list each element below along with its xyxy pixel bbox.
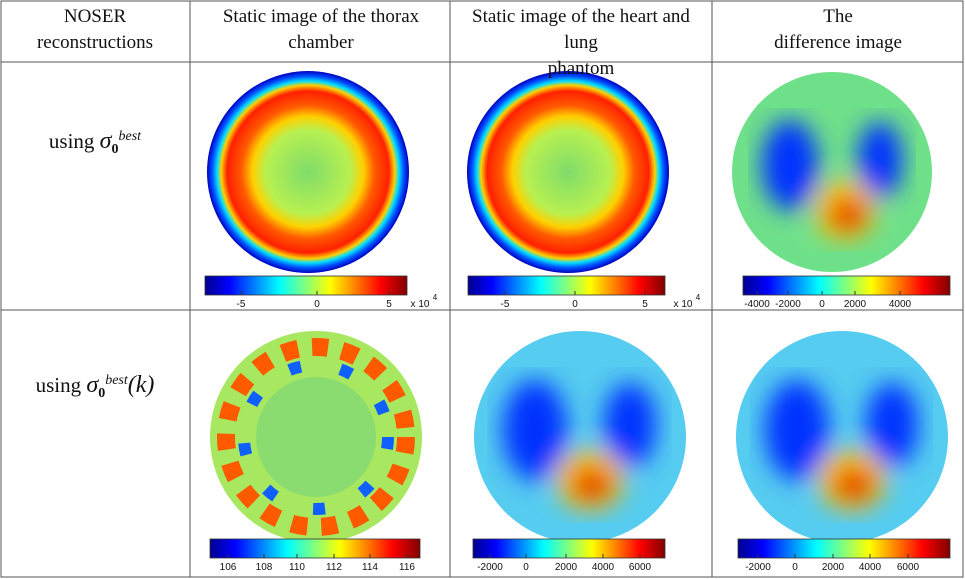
phantom-image xyxy=(467,71,669,273)
label-subscript: 0 xyxy=(112,142,119,157)
colorbar-tick-label: 2000 xyxy=(555,562,578,573)
colorbar-tick-label: 0 xyxy=(819,299,825,310)
colorbar-tick-label: -2000 xyxy=(477,562,503,573)
colorbar-tick-label: -4000 xyxy=(744,299,770,310)
colorbar xyxy=(210,539,420,558)
colorbar-tick-label: -5 xyxy=(237,299,246,310)
colorbar-tick-label: 2000 xyxy=(822,562,845,573)
colorbar-multiplier: x 10 xyxy=(674,299,693,310)
colorbar-tick-label: 106 xyxy=(220,562,237,573)
colorbar-tick-label: 5 xyxy=(386,299,392,310)
thorax-image-k xyxy=(210,331,422,543)
difference-image-k xyxy=(736,331,948,543)
phantom-image-k xyxy=(474,331,686,543)
colorbar xyxy=(738,539,950,558)
colorbar-tick-label: 0 xyxy=(523,562,529,573)
colorbar-tick-label: 2000 xyxy=(844,299,867,310)
label-superscript: best xyxy=(105,373,128,388)
colorbar xyxy=(468,276,665,295)
colorbar-tick-label: 4000 xyxy=(859,562,882,573)
label-prefix: using xyxy=(36,373,82,397)
figure-graphics: -505x 104-505x 104-4000-2000020004000106… xyxy=(0,0,965,579)
colorbar xyxy=(473,539,665,558)
colorbar xyxy=(205,276,407,295)
colorbar-tick-label: 4000 xyxy=(889,299,912,310)
colorbar-tick-label: 108 xyxy=(256,562,273,573)
label-symbol: σ xyxy=(100,128,112,154)
colorbar-tick-label: 110 xyxy=(289,562,305,573)
colorbar-tick-label: 6000 xyxy=(629,562,652,573)
label-prefix: using xyxy=(49,129,95,153)
colorbar-tick-label: 5 xyxy=(642,299,648,310)
label-superscript: best xyxy=(119,129,142,144)
label-symbol: σ xyxy=(86,372,98,398)
colorbar-tick-label: 0 xyxy=(792,562,798,573)
difference-image xyxy=(732,72,932,272)
colorbar-tick-label: 112 xyxy=(326,562,342,573)
colorbar-tick-label: -2000 xyxy=(775,299,801,310)
colorbar-tick-label: 116 xyxy=(399,562,415,573)
colorbar-exponent: 4 xyxy=(696,293,701,302)
label-subscript: 0 xyxy=(98,386,105,401)
label-suffix: (k) xyxy=(128,372,155,398)
colorbar-tick-label: -5 xyxy=(501,299,510,310)
colorbar-multiplier: x 10 xyxy=(411,299,430,310)
colorbar-tick-label: 114 xyxy=(362,562,378,573)
colorbar-tick-label: 0 xyxy=(572,299,578,310)
row-label: using σ0best(k) xyxy=(0,372,190,402)
colorbar-exponent: 4 xyxy=(433,293,438,302)
thorax-image xyxy=(207,71,409,273)
colorbar-tick-label: -2000 xyxy=(745,562,771,573)
colorbar xyxy=(743,276,950,295)
colorbar-tick-label: 4000 xyxy=(592,562,615,573)
figure-table: -505x 104-505x 104-4000-2000020004000106… xyxy=(0,0,965,579)
colorbar-tick-label: 6000 xyxy=(897,562,920,573)
row-label: using σ0best xyxy=(0,128,190,158)
colorbar-tick-label: 0 xyxy=(314,299,320,310)
